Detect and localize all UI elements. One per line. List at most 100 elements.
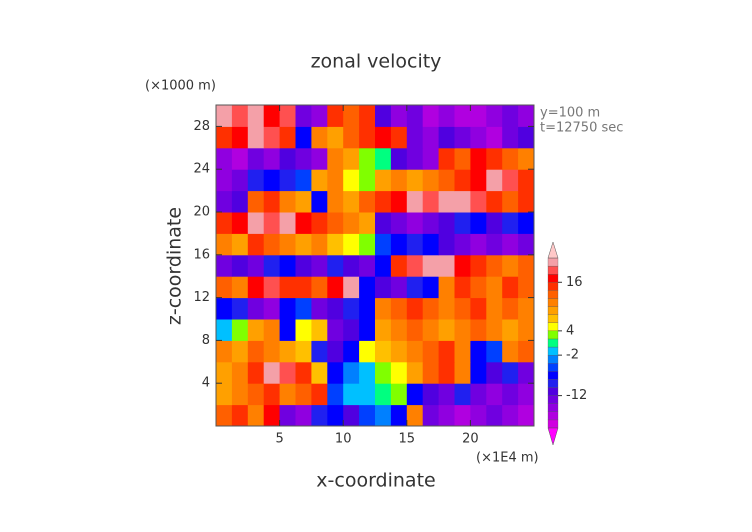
heatmap-cell	[486, 126, 503, 149]
heatmap-cell	[486, 297, 503, 320]
heatmap-cell	[247, 319, 265, 341]
heatmap-cell	[216, 297, 233, 320]
colorbar-band	[547, 265, 559, 275]
colorbar-band	[547, 282, 559, 291]
heatmap-cell	[486, 212, 503, 234]
heatmap-cell	[359, 383, 376, 406]
heatmap-cell	[295, 233, 312, 256]
heatmap-cell	[518, 404, 535, 427]
heatmap-cell	[422, 254, 440, 277]
heatmap-cell	[231, 147, 249, 170]
heatmap-cell	[438, 233, 455, 256]
heatmap-cell	[375, 254, 392, 277]
heatmap-cell	[518, 383, 535, 406]
heatmap-cell	[390, 212, 408, 234]
heatmap-cell	[263, 254, 281, 277]
heatmap-cell	[390, 190, 408, 213]
heatmap-cell	[454, 361, 471, 384]
heatmap-cell	[375, 297, 392, 320]
heatmap-cell	[406, 190, 424, 213]
colorbar-band	[547, 387, 559, 396]
heatmap-cell	[470, 254, 487, 277]
heatmap-cell	[247, 340, 265, 363]
heatmap-cell	[231, 190, 249, 213]
heatmap-cell	[390, 297, 408, 320]
heatmap-cell	[247, 361, 265, 384]
heatmap-cell	[295, 147, 312, 170]
heatmap-cell	[438, 276, 455, 299]
heatmap-cell	[343, 190, 360, 213]
heatmap-cell	[390, 361, 408, 384]
heatmap-cell	[454, 212, 471, 234]
heatmap-cell	[327, 340, 344, 363]
heatmap-cell	[231, 340, 249, 363]
heatmap-cell	[247, 190, 265, 213]
heatmap-cell	[216, 169, 233, 192]
y-tick-label: 16	[193, 247, 210, 262]
heatmap-cell	[359, 126, 376, 149]
heatmap-cell	[295, 190, 312, 213]
heatmap-cell	[502, 254, 519, 277]
heatmap-cell	[295, 319, 312, 341]
heatmap-cell	[311, 319, 328, 341]
heatmap-cell	[422, 276, 440, 299]
y-tick-label: 8	[202, 333, 210, 348]
heatmap-cell	[295, 340, 312, 363]
heatmap-cell	[247, 169, 265, 192]
heatmap-cell	[263, 340, 281, 363]
heatmap-cell	[327, 212, 344, 234]
x-tick-label: 15	[399, 432, 416, 447]
heatmap-cell	[470, 126, 487, 149]
heatmap-cell	[470, 297, 487, 320]
heatmap-cell	[454, 383, 471, 406]
heatmap-cell	[454, 319, 471, 341]
heatmap-cell	[518, 340, 535, 363]
heatmap-cell	[311, 383, 328, 406]
heatmap-cell	[311, 340, 328, 363]
heatmap-cell	[375, 233, 392, 256]
heatmap-cell	[406, 233, 424, 256]
heatmap-cell	[359, 319, 376, 341]
heatmap-cell	[231, 105, 249, 127]
heatmap-cell	[216, 276, 233, 299]
heatmap-cell	[263, 276, 281, 299]
heatmap-cell	[486, 105, 503, 127]
heatmap-cell	[518, 276, 535, 299]
heatmap-cell	[295, 212, 312, 234]
heatmap-cell	[390, 276, 408, 299]
heatmap-cell	[438, 404, 455, 427]
colorbar-band	[547, 314, 559, 323]
heatmap-cell	[375, 361, 392, 384]
heatmap-cell	[263, 212, 281, 234]
heatmap-cell	[247, 105, 265, 127]
x-tick-label: 5	[275, 432, 283, 447]
heatmap-cells	[216, 105, 535, 427]
heatmap-cell	[390, 105, 408, 127]
heatmap-cell	[247, 233, 265, 256]
heatmap-cell	[295, 254, 312, 277]
heatmap-cell	[390, 233, 408, 256]
x-axis-label: x-coordinate	[316, 470, 435, 492]
heatmap-cell	[518, 212, 535, 234]
heatmap-cell	[422, 169, 440, 192]
heatmap-cell	[327, 254, 344, 277]
heatmap-cell	[470, 190, 487, 213]
heatmap-cell	[327, 169, 344, 192]
heatmap-cell	[406, 169, 424, 192]
heatmap-cell	[502, 212, 519, 234]
heatmap-cell	[279, 297, 296, 320]
annotation: y=100 m	[540, 106, 600, 121]
heatmap-cell	[422, 319, 440, 341]
heatmap-cell	[359, 276, 376, 299]
heatmap-cell	[311, 105, 328, 127]
heatmap-cell	[390, 126, 408, 149]
heatmap-cell	[375, 319, 392, 341]
heatmap-cell	[502, 233, 519, 256]
heatmap-cell	[279, 147, 296, 170]
heatmap-cell	[454, 233, 471, 256]
heatmap-cell	[279, 105, 296, 127]
heatmap-cell	[263, 126, 281, 149]
x-tick-label: 20	[462, 432, 479, 447]
heatmap-cell	[231, 404, 249, 427]
